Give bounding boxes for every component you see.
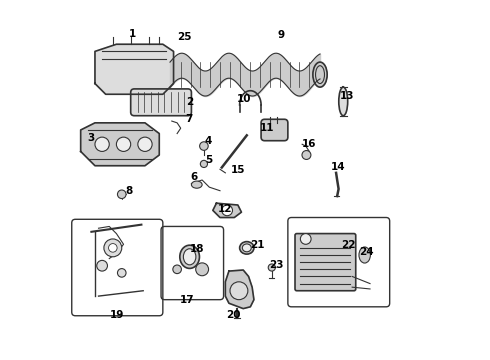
- Polygon shape: [81, 123, 159, 166]
- Circle shape: [173, 265, 181, 274]
- Circle shape: [117, 137, 131, 152]
- Text: 24: 24: [360, 247, 374, 257]
- Text: 5: 5: [205, 155, 213, 165]
- Text: 13: 13: [340, 91, 355, 101]
- Ellipse shape: [313, 62, 327, 87]
- FancyBboxPatch shape: [295, 234, 356, 291]
- Text: 8: 8: [125, 186, 133, 197]
- Circle shape: [199, 142, 208, 150]
- Text: 15: 15: [231, 165, 245, 175]
- Ellipse shape: [183, 249, 196, 265]
- FancyBboxPatch shape: [261, 119, 288, 141]
- Text: 3: 3: [87, 133, 94, 143]
- Text: 9: 9: [277, 30, 284, 40]
- Polygon shape: [213, 203, 242, 217]
- Text: 6: 6: [190, 172, 197, 182]
- Text: 25: 25: [177, 32, 192, 42]
- Circle shape: [196, 263, 209, 276]
- Text: 4: 4: [205, 136, 212, 147]
- FancyBboxPatch shape: [131, 89, 192, 116]
- Circle shape: [200, 160, 207, 167]
- Circle shape: [268, 264, 275, 271]
- Circle shape: [138, 137, 152, 152]
- Circle shape: [230, 282, 248, 300]
- Polygon shape: [225, 270, 254, 309]
- Circle shape: [222, 205, 232, 216]
- Text: 19: 19: [110, 310, 124, 320]
- Text: 2: 2: [186, 97, 193, 107]
- Ellipse shape: [359, 247, 370, 263]
- Text: 14: 14: [331, 162, 346, 172]
- Text: 22: 22: [341, 240, 355, 250]
- Text: 18: 18: [190, 244, 205, 253]
- Text: 16: 16: [301, 139, 316, 149]
- Text: 12: 12: [218, 203, 232, 213]
- Ellipse shape: [192, 181, 202, 188]
- Polygon shape: [95, 44, 173, 94]
- Ellipse shape: [339, 87, 348, 116]
- Ellipse shape: [240, 242, 254, 254]
- Circle shape: [118, 190, 126, 199]
- Circle shape: [95, 137, 109, 152]
- Text: 11: 11: [260, 123, 274, 133]
- Circle shape: [118, 269, 126, 277]
- Ellipse shape: [180, 245, 199, 269]
- Text: 7: 7: [185, 114, 192, 124]
- Circle shape: [109, 244, 117, 252]
- Text: 17: 17: [179, 296, 194, 305]
- Circle shape: [104, 239, 122, 257]
- Ellipse shape: [302, 150, 311, 159]
- Circle shape: [97, 260, 107, 271]
- Text: 20: 20: [226, 310, 241, 320]
- Text: 10: 10: [237, 94, 251, 104]
- Text: 21: 21: [250, 240, 265, 250]
- Circle shape: [300, 234, 311, 244]
- Text: 1: 1: [129, 28, 136, 39]
- Ellipse shape: [243, 244, 251, 252]
- Text: 23: 23: [270, 260, 284, 270]
